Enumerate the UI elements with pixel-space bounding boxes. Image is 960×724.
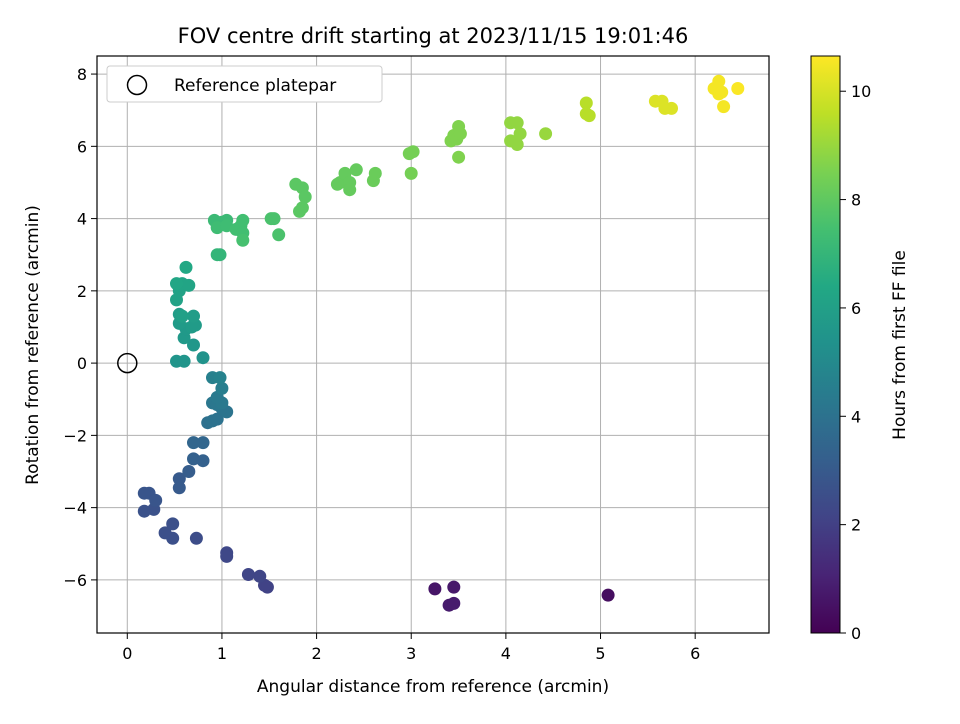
data-point <box>236 233 250 247</box>
data-point <box>447 580 461 594</box>
data-point <box>175 309 189 323</box>
y-tick-label: 8 <box>77 65 87 84</box>
x-tick-label: 1 <box>217 644 227 663</box>
legend: Reference platepar <box>106 65 383 103</box>
data-point <box>177 354 191 368</box>
data-point <box>187 338 200 352</box>
data-point <box>210 248 224 262</box>
data-point <box>343 183 357 197</box>
data-point <box>189 531 203 545</box>
data-point <box>182 278 196 292</box>
data-point <box>215 381 229 395</box>
data-point <box>272 228 286 242</box>
data-point <box>404 166 418 180</box>
data-point <box>166 517 180 531</box>
data-point <box>453 127 467 141</box>
grid-lines <box>97 56 769 633</box>
data-point <box>665 101 678 115</box>
legend-box <box>106 65 383 103</box>
data-point <box>210 412 224 426</box>
colorbar: 0 2 4 6 8 10 Hours from first FF file <box>810 55 910 643</box>
data-point <box>510 116 524 130</box>
colorbar-tick-label: 4 <box>851 407 861 426</box>
data-point <box>220 549 234 563</box>
colorbar-gradient <box>810 55 841 634</box>
data-point <box>264 212 278 226</box>
data-point <box>539 127 553 141</box>
data-point <box>582 109 596 123</box>
data-point <box>179 260 193 274</box>
x-axis-label: Angular distance from reference (arcmin) <box>257 677 609 697</box>
data-point <box>187 436 200 450</box>
colorbar-tick-label: 10 <box>851 82 871 101</box>
data-point <box>731 82 745 95</box>
y-tick-label: −6 <box>63 571 87 590</box>
data-point <box>715 85 729 99</box>
y-tick-label: −2 <box>63 426 87 445</box>
data-point <box>513 127 527 141</box>
data-point <box>236 213 250 227</box>
x-tick-label: 6 <box>690 644 700 663</box>
colorbar-ticks: 0 2 4 6 8 10 <box>840 82 871 643</box>
colorbar-tick-label: 6 <box>851 299 861 318</box>
data-point <box>172 472 186 486</box>
data-point <box>330 177 344 191</box>
data-point <box>158 526 172 540</box>
reference-marker <box>117 352 138 374</box>
data-point <box>196 454 210 468</box>
x-tick-label: 4 <box>501 644 511 663</box>
legend-label: Reference platepar <box>174 76 336 96</box>
data-point <box>447 596 461 610</box>
data-point <box>187 309 200 323</box>
data-point <box>428 582 442 596</box>
data-point <box>295 201 309 215</box>
data-point <box>349 163 363 177</box>
data-point <box>149 493 163 507</box>
y-tick-label: −4 <box>63 499 87 518</box>
x-tick-label: 3 <box>406 644 416 663</box>
colorbar-label: Hours from first FF file <box>890 250 910 440</box>
data-point <box>253 569 267 583</box>
data-point <box>172 481 186 495</box>
data-point <box>510 138 524 151</box>
data-points <box>117 74 745 612</box>
y-tick-label: 0 <box>77 354 87 373</box>
y-axis-label: Rotation from reference (arcmin) <box>23 205 43 485</box>
data-point <box>241 568 255 581</box>
x-tick-label: 0 <box>122 644 132 663</box>
data-point <box>137 486 151 500</box>
plot-frame <box>96 55 770 634</box>
y-tick-label: 2 <box>77 282 87 301</box>
data-point <box>298 190 312 204</box>
data-point <box>717 100 731 114</box>
chart-title: FOV centre drift starting at 2023/11/15 … <box>178 24 689 48</box>
data-point <box>137 504 151 518</box>
data-point <box>601 588 615 602</box>
x-tick-label: 5 <box>595 644 605 663</box>
data-point <box>196 436 210 450</box>
axis-ticks: 0 1 2 3 4 5 6 −6 −4 −2 0 2 4 6 8 <box>63 65 700 663</box>
colorbar-tick-label: 2 <box>851 516 861 535</box>
data-point <box>213 371 227 385</box>
y-tick-label: 4 <box>77 210 87 229</box>
data-point <box>712 74 726 88</box>
legend-marker <box>126 74 148 96</box>
data-point <box>182 465 196 478</box>
data-point <box>170 277 183 291</box>
data-point <box>406 145 420 159</box>
data-point <box>452 150 466 164</box>
colorbar-tick-label: 8 <box>851 191 861 210</box>
data-point <box>196 351 210 365</box>
colorbar-tick-label: 0 <box>851 624 861 643</box>
y-tick-label: 6 <box>77 137 87 156</box>
x-tick-label: 2 <box>311 644 321 663</box>
data-point <box>579 96 593 110</box>
data-point <box>368 166 382 180</box>
